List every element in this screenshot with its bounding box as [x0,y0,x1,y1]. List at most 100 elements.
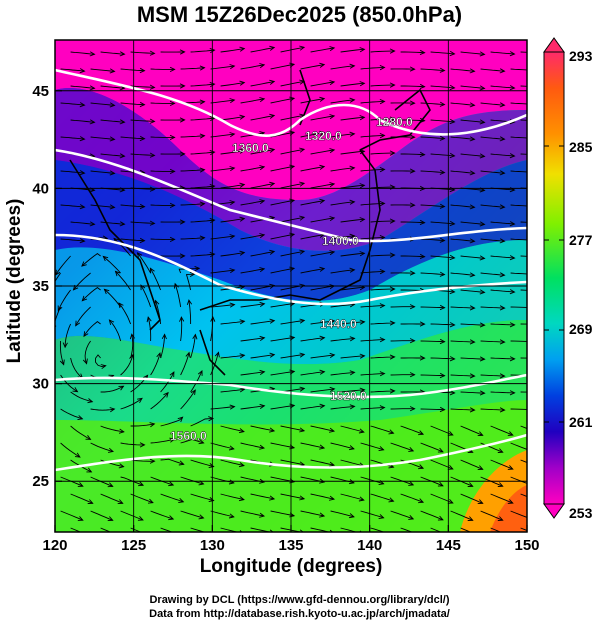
streamline-arrowhead [169,202,176,209]
streamline [180,476,204,485]
streamline-arrowhead [229,302,236,308]
streamline-arrowhead [528,516,533,520]
streamline-arrowhead [379,64,386,71]
streamline-arrowhead [359,387,366,393]
streamline [270,199,295,206]
streamline [370,459,394,468]
colorbar-label-261: 261 [569,414,593,430]
colorbar-label-277: 277 [569,232,593,248]
streamline [310,527,331,532]
streamline [360,236,385,240]
streamline-arrowhead [299,79,306,85]
streamline [240,234,265,240]
streamline-arrowhead [349,97,356,103]
streamline-arrowhead [139,135,146,142]
streamline-arrowhead [163,391,169,398]
streamline-arrowhead [449,322,456,328]
streamline-arrowhead [108,319,115,326]
streamline-arrowhead [439,67,446,73]
streamline [190,334,196,359]
streamline-arrowhead [530,373,535,377]
streamline [190,151,215,155]
streamline-arrowhead [239,148,246,154]
streamline-arrowhead [479,255,486,261]
streamline-arrowhead [349,267,356,273]
streamline-arrowhead [319,512,326,518]
streamline-arrowhead [259,369,266,375]
streamline [460,51,485,55]
streamline [340,321,365,325]
streamline-arrowhead [79,170,86,176]
streamline [104,288,121,308]
streamline [360,134,385,138]
streamline-arrowhead [499,204,506,210]
streamline [510,204,527,207]
streamline-arrowhead [329,461,336,467]
streamline [330,405,355,410]
streamline-arrowhead [499,68,506,74]
streamline-arrowhead [530,204,535,208]
streamline-arrowhead [119,85,126,91]
streamline-arrowhead [259,403,266,409]
streamline [300,442,325,449]
streamline-arrowhead [329,46,336,52]
streamline [210,65,235,70]
temperature-field [55,40,535,532]
streamline-arrowhead [319,198,326,204]
streamline-arrowhead [530,305,535,309]
streamline [460,357,485,360]
streamline [330,442,355,450]
streamline [340,527,358,532]
streamline-arrowhead [107,482,114,488]
streamline [100,51,125,55]
streamline-arrowhead [107,516,114,522]
streamline [270,97,295,104]
streamline [340,184,365,189]
streamline-arrowhead [169,371,175,378]
streamline-arrowhead [359,47,366,53]
streamline [137,252,151,274]
streamline [330,337,355,342]
streamline-arrowhead [379,132,386,139]
streamline [220,493,245,501]
streamline [280,353,305,359]
streamline [510,68,527,71]
contour-label-1560: 1560.0 [170,429,207,443]
streamline-arrowhead [329,529,334,532]
streamline [330,133,355,138]
streamline [360,407,385,410]
streamline-arrowhead [467,516,474,521]
streamline-arrowhead [299,318,306,324]
streamline [130,527,142,532]
streamline-arrowhead [190,389,196,396]
streamline-arrowhead [358,496,365,502]
streamline [210,406,235,410]
streamline [490,323,515,326]
streamline [460,153,485,157]
streamline [330,510,355,518]
streamline-arrowhead [409,100,416,106]
streamline-arrowhead [259,199,266,205]
streamline [520,221,527,223]
streamline-arrowhead [449,356,456,362]
streamline-arrowhead [179,253,186,259]
streamline-arrowhead [228,513,235,519]
streamline [360,305,385,308]
x-tick-label: 120 [42,537,67,554]
y-tick-label: 45 [32,83,49,100]
streamline-arrowhead [89,85,96,91]
streamline-arrowhead [299,215,306,221]
streamline [60,238,85,242]
streamline [120,510,144,521]
streamline-arrowhead [137,397,143,404]
streamline [130,423,155,427]
streamline-arrowhead [469,305,476,311]
streamline [250,493,275,500]
streamline-arrowhead [389,218,396,224]
streamline-arrowhead [379,98,386,105]
streamline [81,287,101,302]
streamline [270,63,295,70]
streamline-arrowhead [329,80,336,86]
streamline-arrowhead [439,237,446,243]
y-tick-label: 35 [32,278,49,295]
